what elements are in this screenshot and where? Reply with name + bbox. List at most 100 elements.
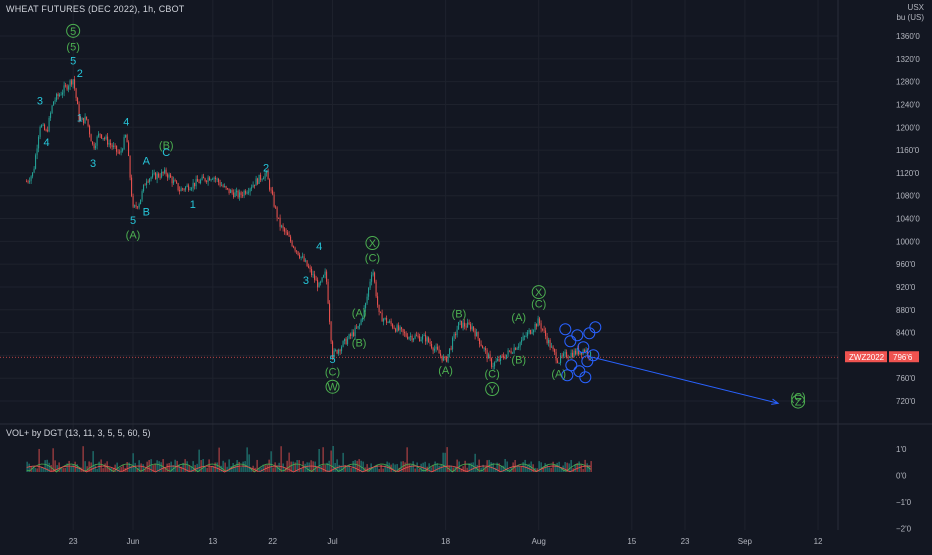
candle-down	[74, 79, 76, 89]
candle-up	[368, 287, 370, 297]
volume-bar-up	[246, 447, 248, 472]
candle-down	[432, 347, 434, 351]
candle-down	[279, 217, 281, 227]
candle-down	[276, 207, 278, 218]
candle-down	[117, 151, 119, 153]
volume-bar-down	[180, 466, 182, 472]
candle-down	[489, 354, 491, 359]
candle-down	[111, 145, 113, 148]
volume-bar-down	[122, 464, 124, 472]
volume-bar-up	[346, 465, 348, 472]
candle-down	[297, 251, 299, 255]
candle-up	[320, 281, 322, 283]
candle-down	[327, 281, 329, 304]
candle-down	[450, 348, 452, 350]
candle-down	[119, 152, 121, 154]
volume-bar-up	[474, 453, 476, 472]
candle-down	[378, 304, 380, 313]
candle-up	[72, 79, 74, 85]
volume-bar-down	[64, 467, 66, 472]
wave-label: 5	[70, 56, 76, 68]
candle-up	[50, 113, 52, 118]
candle-up	[521, 340, 523, 343]
wave-label: C	[162, 147, 170, 159]
volume-bar-up	[40, 467, 42, 472]
candle-down	[417, 335, 419, 337]
volume-bar-up	[376, 464, 378, 472]
candle-up	[38, 136, 40, 149]
candle-up	[420, 339, 422, 342]
candle-down	[203, 176, 205, 179]
volume-bar-down	[382, 468, 384, 472]
candle-down	[137, 206, 139, 208]
wave-marker-circle	[579, 371, 592, 384]
candle-down	[581, 352, 583, 355]
candle-down	[557, 360, 559, 363]
candle-down	[278, 217, 280, 219]
candle-up	[372, 272, 374, 275]
volume-bar-up	[156, 460, 158, 472]
candle-down	[267, 171, 269, 180]
candle-up	[527, 332, 529, 336]
candle-up	[467, 322, 469, 328]
volume-bar-down	[452, 467, 454, 472]
candle-down	[285, 231, 287, 233]
candle-up	[221, 185, 223, 187]
volume-bar-up	[296, 460, 298, 472]
volume-bar-down	[238, 461, 240, 472]
candle-up	[246, 192, 248, 194]
candle-up	[189, 189, 191, 191]
candle-up	[312, 274, 314, 276]
candle-up	[36, 148, 38, 156]
volume-bar-down	[162, 459, 164, 472]
candle-down	[491, 358, 493, 367]
candle-up	[548, 339, 550, 344]
wave-label-circle	[531, 285, 546, 300]
candle-up	[410, 336, 412, 338]
volume-bar-up	[392, 463, 394, 472]
wave-label: (C)	[531, 298, 546, 310]
candle-up	[365, 303, 367, 309]
candle-up	[263, 178, 265, 180]
candle-down	[233, 192, 235, 198]
volume-bar-up	[368, 467, 370, 472]
projection-arrow-line	[591, 356, 779, 404]
volume-bar-down	[542, 467, 544, 472]
candle-down	[204, 178, 206, 182]
wave-label: (C)	[365, 252, 380, 264]
wave-label: 2	[77, 68, 83, 80]
candle-down	[162, 171, 164, 174]
candle-down	[132, 195, 134, 207]
candle-down	[395, 328, 397, 332]
wave-label: (5)	[66, 41, 79, 53]
volume-tick-label: −1'0	[896, 498, 912, 507]
candle-down	[446, 356, 448, 362]
volume-bar-down	[102, 468, 104, 472]
candle-up	[39, 127, 41, 137]
volume-bar-down	[38, 448, 40, 472]
volume-bar-up	[416, 462, 418, 472]
candle-down	[218, 178, 220, 183]
wave-label: 4	[316, 241, 322, 253]
candle-up	[396, 325, 398, 332]
wave-label: (A)	[126, 229, 141, 241]
volume-bar-up	[554, 464, 556, 472]
candle-down	[269, 179, 271, 190]
candle-up	[258, 174, 260, 184]
candle-down	[158, 173, 160, 177]
volume-bar-up	[196, 463, 198, 472]
candle-down	[552, 346, 554, 350]
price-tick-label: 1080'0	[896, 192, 920, 201]
volume-bar-down	[414, 468, 416, 472]
volume-bar-up	[96, 468, 98, 472]
candle-up	[384, 317, 386, 320]
volume-bar-down	[290, 461, 292, 472]
time-tick-label: Sep	[738, 537, 753, 546]
time-tick-label: 23	[69, 537, 78, 546]
candle-down	[350, 334, 352, 336]
volume-bar-down	[104, 463, 106, 472]
candle-down	[438, 349, 440, 354]
volume-bar-down	[200, 460, 202, 472]
volume-bar-up	[556, 462, 558, 472]
